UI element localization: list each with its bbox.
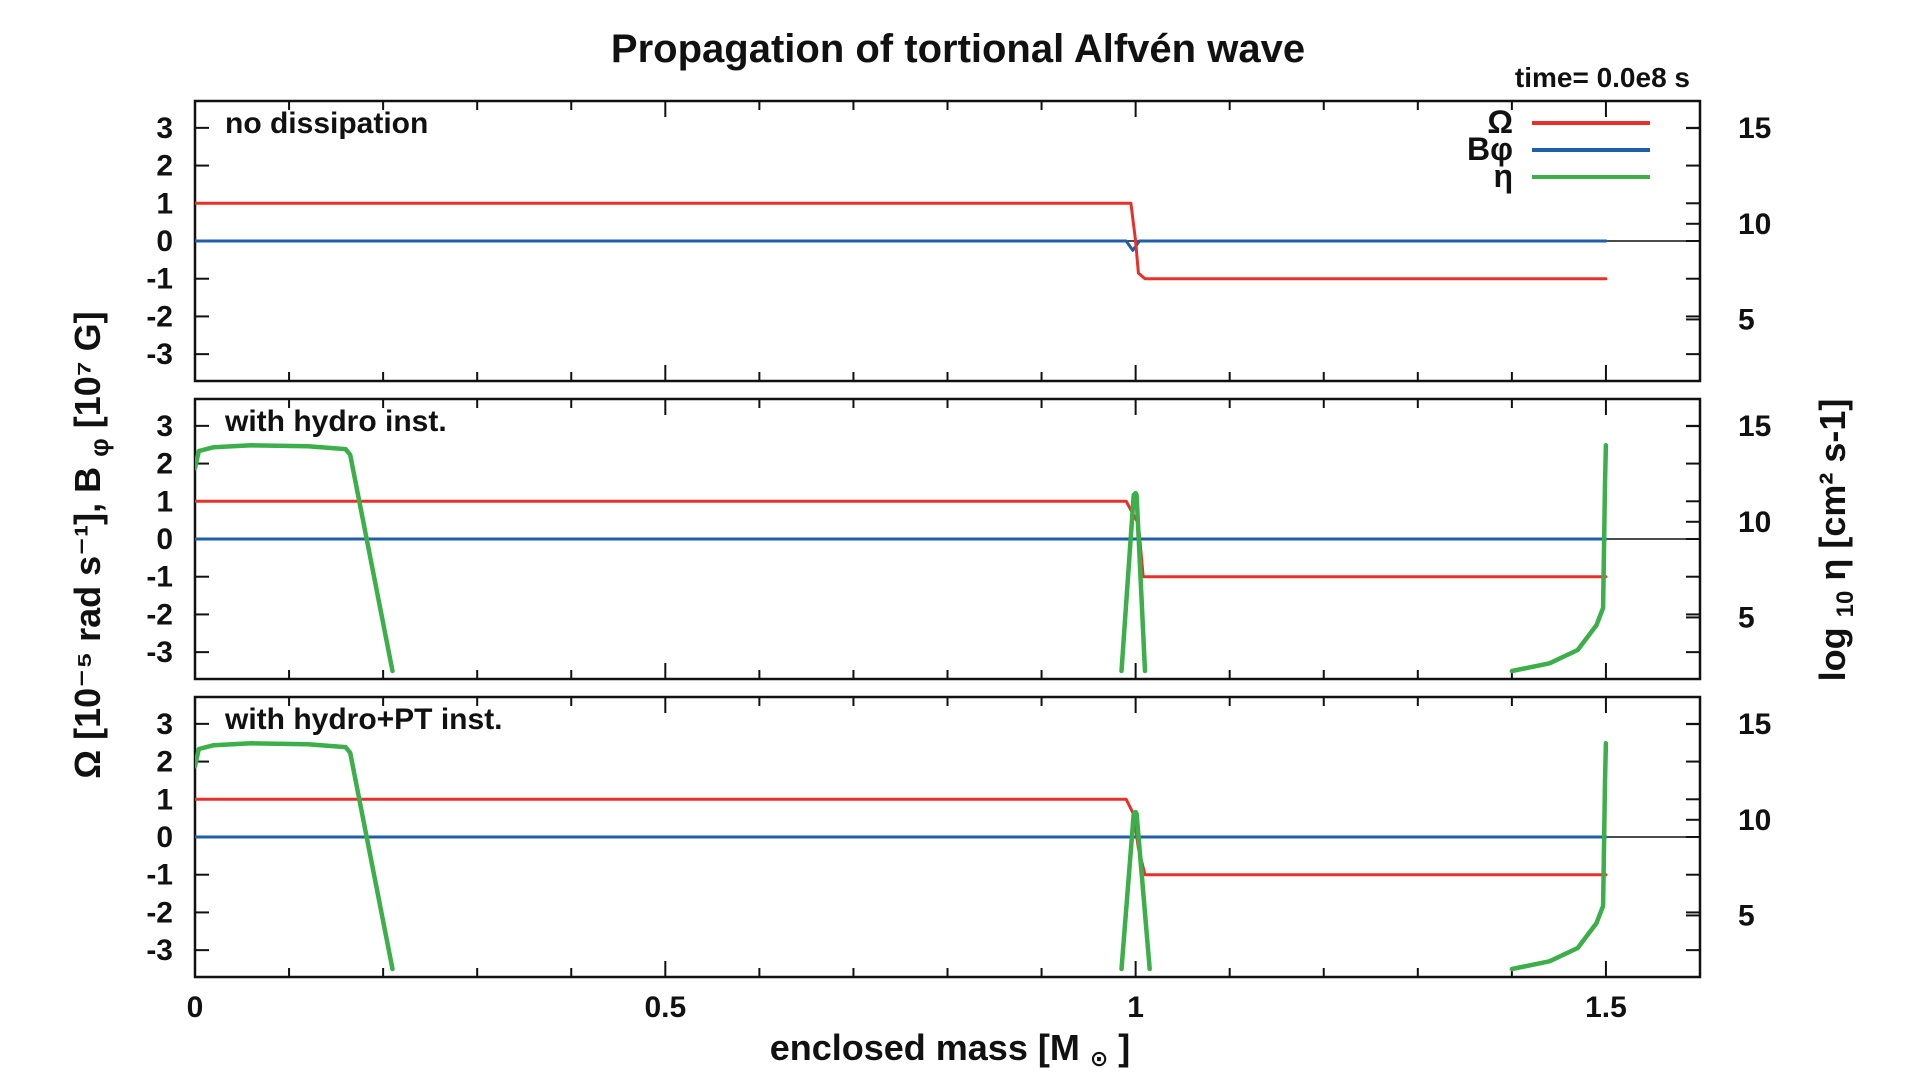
y-axis-left-label-tail: [10⁷ G]: [67, 311, 108, 428]
y-left-tick-label: 0: [156, 523, 173, 556]
y-left-tick-label: 1: [156, 783, 173, 816]
panel-label: no dissipation: [225, 107, 428, 140]
y-axis-left-label: Ω [10⁻⁵ rad s⁻¹], B φ [10⁷ G]: [67, 311, 116, 778]
x-axis-label-sun: ⊙: [1090, 1046, 1108, 1071]
x-axis-label: enclosed mass [M ⊙ ]: [770, 1027, 1131, 1074]
y-left-tick-label: -3: [146, 934, 173, 967]
y-axis-right-label-tail: η [cm² s-1]: [1812, 399, 1853, 581]
x-tick-label: 0: [187, 991, 204, 1024]
time-label: time= 0.0e8 s: [1515, 62, 1690, 93]
y-left-tick-label: 2: [156, 150, 173, 183]
y-left-tick-label: 2: [156, 746, 173, 779]
y-left-tick-label: -3: [146, 338, 173, 371]
y-right-tick-label: 15: [1738, 410, 1771, 443]
x-axis-label-main: enclosed mass [M: [770, 1027, 1080, 1068]
eta-line: [195, 741, 395, 972]
legend-label-bphi: Bφ: [1467, 131, 1513, 167]
y-left-tick-label: 2: [156, 448, 173, 481]
y-left-tick-label: -1: [146, 859, 173, 892]
y-axis-right-label-sub: 10: [1832, 591, 1859, 618]
eta-line: [1119, 809, 1152, 972]
series-group: [195, 443, 1609, 674]
series-group: [195, 201, 1608, 281]
y-left-tick-label: 0: [156, 225, 173, 258]
y-left-tick-label: 3: [156, 112, 173, 145]
y-left-tick-label: 3: [156, 410, 173, 443]
y-left-tick-label: -1: [146, 263, 173, 296]
y-right-tick-label: 5: [1738, 601, 1755, 634]
x-tick-label: 1: [1127, 991, 1144, 1024]
panel-label: with hydro+PT inst.: [224, 703, 503, 736]
y-right-tick-label: 5: [1738, 303, 1755, 336]
y-axis-left-label-main: Ω [10⁻⁵ rad s⁻¹], B: [67, 467, 108, 779]
y-right-tick-label: 15: [1738, 112, 1771, 145]
chart-title: Propagation of tortional Alfvén wave: [611, 27, 1305, 71]
y-axis-right-label: log 10 η [cm² s-1]: [1812, 399, 1861, 682]
series-group: [195, 741, 1609, 972]
omega-line: [195, 201, 1608, 281]
y-axis-left-label-sub: φ: [84, 438, 114, 457]
y-left-tick-label: -2: [146, 598, 173, 631]
y-left-tick-label: 3: [156, 708, 173, 741]
bphi-line: [195, 239, 1608, 252]
y-right-tick-label: 5: [1738, 899, 1755, 932]
x-tick-label: 0.5: [644, 991, 686, 1024]
y-left-tick-label: 0: [156, 821, 173, 854]
y-right-tick-label: 10: [1738, 208, 1771, 241]
y-left-tick-label: 1: [156, 187, 173, 220]
x-axis-label-end: ]: [1118, 1027, 1130, 1068]
eta-line: [1509, 741, 1609, 972]
y-left-tick-label: 1: [156, 485, 173, 518]
eta-line: [1509, 443, 1609, 674]
eta-line: [195, 443, 395, 674]
y-right-tick-label: 15: [1738, 708, 1771, 741]
panel-label: with hydro inst.: [224, 405, 447, 438]
y-axis-right-label-pre: log: [1812, 627, 1853, 681]
y-left-tick-label: -1: [146, 561, 173, 594]
y-left-tick-label: -3: [146, 636, 173, 669]
legend-label-eta: η: [1493, 158, 1513, 194]
y-left-tick-label: -2: [146, 896, 173, 929]
eta-line: [1119, 490, 1148, 674]
y-left-tick-label: -2: [146, 300, 173, 333]
x-tick-label: 1.5: [1585, 991, 1627, 1024]
y-right-tick-label: 10: [1738, 804, 1771, 837]
y-right-tick-label: 10: [1738, 506, 1771, 539]
legend-label-omega: Ω: [1487, 104, 1513, 140]
